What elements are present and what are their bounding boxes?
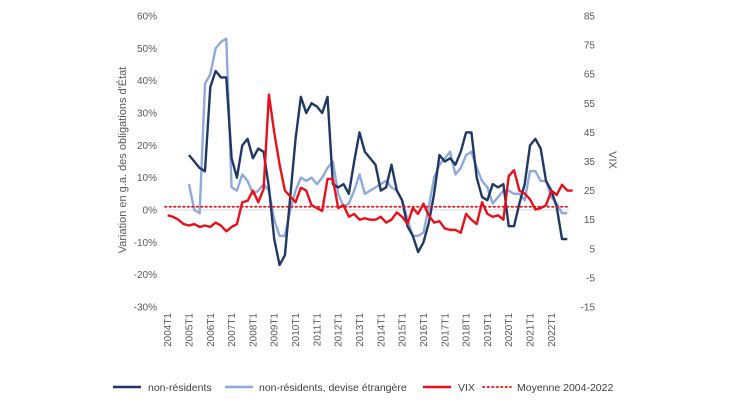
x-tick-label: 2020T1 [504, 313, 515, 347]
series-line-0 [188, 69, 568, 267]
y-right-tick-label: 65 [584, 70, 596, 81]
y-left-tick-label: 60% [137, 12, 157, 23]
series-line-2 [167, 93, 573, 234]
legend-label: non-résidents, devise étrangère [259, 382, 407, 394]
y-left-tick-label: -30% [134, 303, 157, 314]
x-tick-label: 2021T1 [526, 313, 537, 347]
y-right-tick-label: -5 [586, 273, 595, 284]
y-right-tick-label: 15 [584, 215, 596, 226]
y-left-tick-label: 30% [137, 109, 157, 120]
x-tick-label: 2013T1 [355, 313, 366, 347]
x-tick-label: 2011T1 [312, 313, 323, 347]
y-axis-right-title: VIX [606, 151, 618, 169]
y-right-tick-label: 25 [584, 186, 596, 197]
x-tick-label: 2016T1 [419, 313, 430, 347]
y-right-tick-label: 45 [584, 128, 596, 139]
y-left-tick-label: -20% [134, 270, 157, 281]
y-left-tick-label: 0% [143, 206, 158, 217]
y-axis-left-title: Variation en g.a. des obligations d'État [116, 67, 129, 254]
y-left-tick-label: 10% [137, 173, 157, 184]
x-tick-label: 2004T1 [163, 313, 174, 347]
legend: non-résidents non-résidents, devise étran… [113, 382, 613, 394]
x-tick-label: 2007T1 [227, 313, 238, 347]
x-tick-label: 2012T1 [334, 313, 345, 347]
right-axis-ticks: -15 -5 5 15 25 35 45 55 65 75 85 [581, 12, 596, 314]
y-right-tick-label: 5 [589, 244, 595, 255]
series-layer [164, 37, 573, 267]
y-right-tick-label: 75 [584, 41, 596, 52]
legend-label: Moyenne 2004-2022 [517, 382, 613, 394]
y-right-tick-label: -15 [581, 303, 596, 314]
legend-label: VIX [458, 382, 475, 394]
x-tick-label: 2005T1 [184, 313, 195, 347]
y-left-tick-label: 20% [137, 141, 157, 152]
y-left-tick-label: 40% [137, 76, 157, 87]
left-axis-ticks: -30% -20% -10% 0% 10% 20% 30% 40% 50% 60% [134, 12, 157, 314]
x-tick-label: 2018T1 [462, 313, 473, 347]
legend-label: non-résidents [148, 382, 212, 394]
y-left-tick-label: 50% [137, 44, 157, 55]
y-right-tick-label: 35 [584, 157, 596, 168]
y-right-tick-label: 85 [584, 12, 596, 23]
x-tick-label: 2014T1 [376, 313, 387, 347]
x-tick-label: 2015T1 [398, 313, 409, 347]
x-tick-label: 2006T1 [206, 313, 217, 347]
x-tick-label: 2009T1 [270, 313, 281, 347]
x-tick-label: 2008T1 [248, 313, 259, 347]
y-right-tick-label: 55 [584, 99, 596, 110]
x-axis-ticks: 2004T1 2005T1 2006T1 2007T1 2008T1 2009T1 2010… [163, 313, 558, 347]
x-tick-label: 2019T1 [483, 313, 494, 347]
x-tick-label: 2017T1 [440, 313, 451, 347]
x-tick-label: 2022T1 [547, 313, 558, 347]
y-left-tick-label: -10% [134, 238, 157, 249]
x-tick-label: 2010T1 [291, 313, 302, 347]
